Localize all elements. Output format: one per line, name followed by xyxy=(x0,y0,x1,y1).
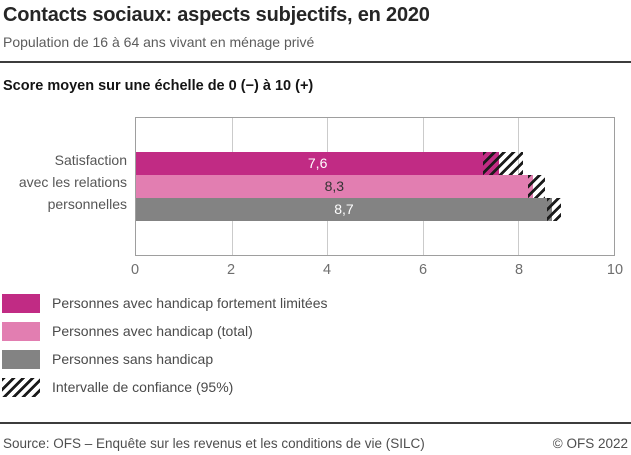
bar-value-label-2: 8,3 xyxy=(324,178,345,194)
x-tick-label-0: 0 xyxy=(130,262,140,278)
category-label: Satisfaction avec les relations personne… xyxy=(0,149,127,215)
confidence-interval-hatch-1 xyxy=(482,152,524,175)
x-tick-label-4: 4 xyxy=(322,262,332,278)
legend-hatch-swatch xyxy=(2,378,40,397)
page-subtitle: Population de 16 à 64 ans vivant en ména… xyxy=(3,34,315,50)
category-label-line-3: personnelles xyxy=(47,196,127,212)
category-label-line-2: avec les relations xyxy=(18,174,127,190)
legend-row-4: Intervalle de confiance (95%) xyxy=(2,378,622,397)
footer-divider xyxy=(0,422,631,424)
bars-container: 7,6 8,3 8,7 xyxy=(136,152,614,221)
x-tick-label-8: 8 xyxy=(514,262,524,278)
x-axis-ticks: 0 2 4 6 8 10 xyxy=(131,262,623,280)
category-label-line-1: Satisfaction xyxy=(54,152,127,168)
legend-label-1: Personnes avec handicap fortement limité… xyxy=(52,295,328,311)
axis-scale-note: Score moyen sur une échelle de 0 (−) à 1… xyxy=(3,78,314,94)
legend: Personnes avec handicap fortement limité… xyxy=(2,294,622,406)
bar-3: 8,7 xyxy=(136,198,552,221)
footer-source: Source: OFS – Enquête sur les revenus et… xyxy=(3,436,425,451)
legend-color-swatch-1 xyxy=(2,294,40,313)
x-tick-label-6: 6 xyxy=(418,262,428,278)
confidence-interval-hatch-3 xyxy=(547,198,562,221)
x-tick-label-10: 10 xyxy=(606,262,624,278)
legend-label-4: Intervalle de confiance (95%) xyxy=(52,379,234,395)
bar-1: 7,6 xyxy=(136,152,500,175)
legend-label-2: Personnes avec handicap (total) xyxy=(52,323,253,339)
page-title: Contacts sociaux: aspects subjectifs, en… xyxy=(3,4,430,26)
bar-2: 8,3 xyxy=(136,175,533,198)
confidence-interval-hatch-2 xyxy=(527,175,545,198)
bar-row-3: 8,7 xyxy=(136,198,614,221)
header-divider xyxy=(0,61,631,63)
bar-value-label-3: 8,7 xyxy=(334,201,354,217)
legend-row-2: Personnes avec handicap (total) xyxy=(2,322,622,341)
legend-row-1: Personnes avec handicap fortement limité… xyxy=(2,294,622,313)
footer-copyright: © OFS 2022 xyxy=(552,436,628,451)
legend-label-3: Personnes sans handicap xyxy=(52,351,214,367)
legend-row-3: Personnes sans handicap xyxy=(2,350,622,369)
plot-area: 7,6 8,3 8,7 xyxy=(135,117,615,256)
bar-row-1: 7,6 xyxy=(136,152,614,175)
legend-color-swatch-3 xyxy=(2,350,40,369)
bar-value-label-1: 7,6 xyxy=(307,155,328,171)
x-tick-label-2: 2 xyxy=(226,262,236,278)
legend-color-swatch-2 xyxy=(2,322,40,341)
bar-row-2: 8,3 xyxy=(136,175,614,198)
